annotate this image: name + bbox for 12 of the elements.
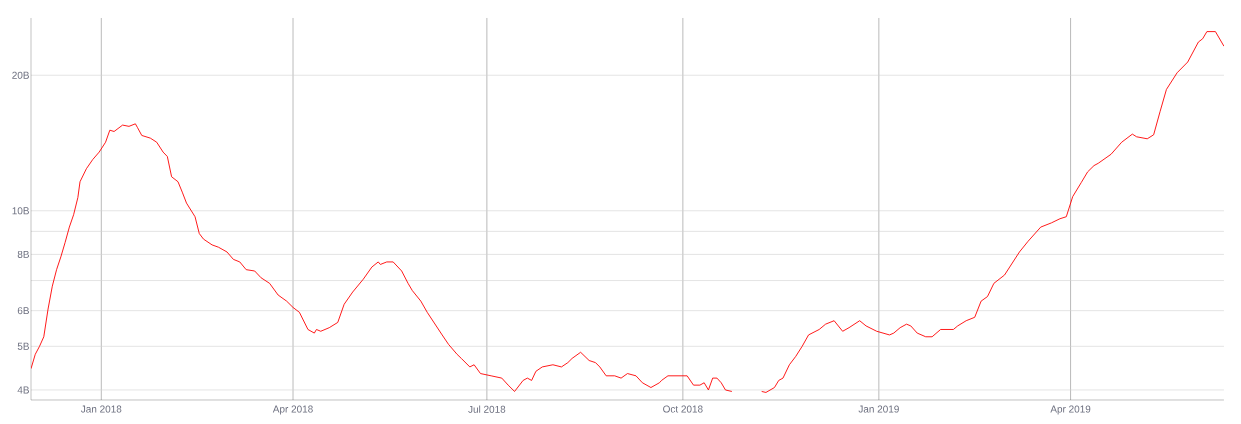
- y-tick-label: 10B: [12, 207, 29, 215]
- x-tick-label: Jul 2018: [468, 405, 506, 413]
- y-tick-label: 8B: [17, 250, 29, 258]
- y-tick-label: 6B: [17, 307, 29, 315]
- y-tick-label: 5B: [17, 342, 29, 350]
- x-tick-label: Jan 2019: [858, 405, 899, 413]
- x-tick-label: Apr 2018: [272, 405, 313, 415]
- x-tick-label: Jan 2018: [80, 405, 122, 413]
- y-tick-label: 20B: [12, 71, 29, 79]
- x-tick-label: Oct 2018: [663, 405, 703, 413]
- y-tick-label: 4B: [17, 386, 29, 394]
- x-tick-label: Apr 2019: [1050, 405, 1091, 415]
